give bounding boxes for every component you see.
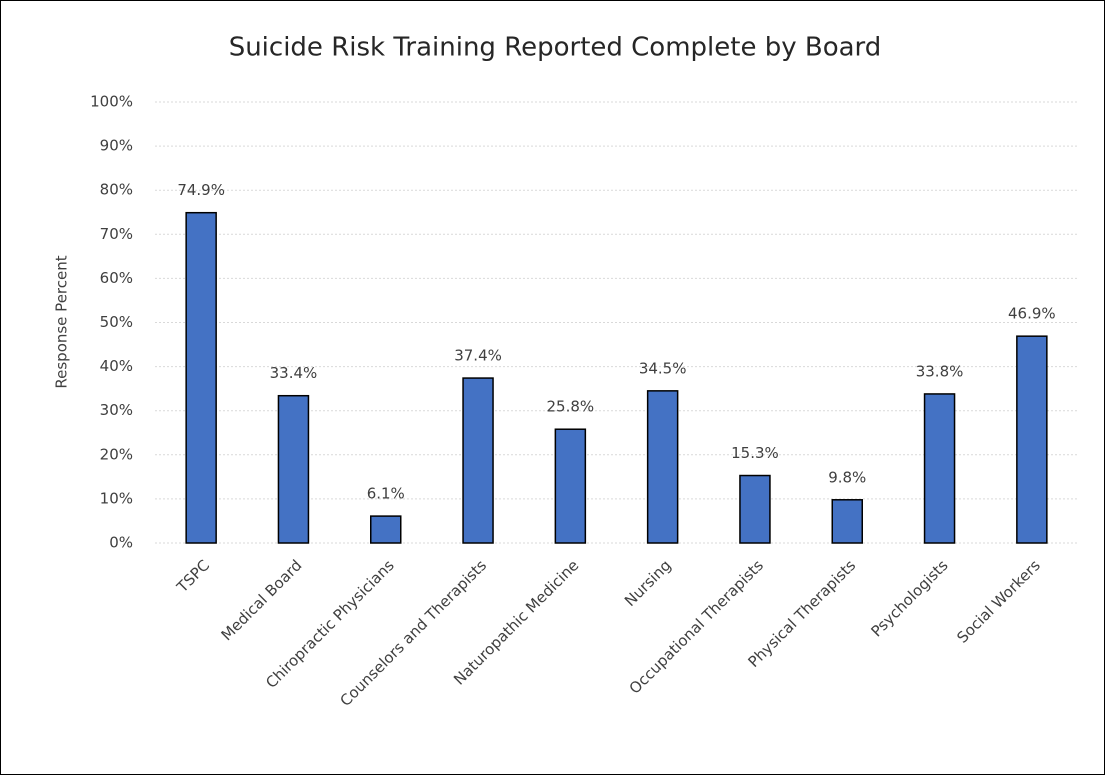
bar [923, 393, 956, 544]
bar [462, 377, 494, 544]
y-tick-label: 70% [100, 225, 133, 243]
bar [739, 474, 771, 544]
y-tick-label: 0% [109, 534, 133, 552]
bar [370, 515, 402, 544]
y-tick-label: 40% [100, 357, 133, 375]
data-label: 46.9% [1008, 305, 1056, 323]
bar [185, 211, 217, 544]
data-label: 15.3% [731, 444, 779, 462]
data-label: 74.9% [177, 181, 225, 199]
data-label: 33.4% [270, 364, 318, 382]
data-label: 34.5% [639, 359, 687, 377]
y-tick-label: 30% [100, 401, 133, 419]
data-label: 9.8% [828, 468, 866, 486]
bar [646, 390, 679, 544]
y-tick-label: 90% [100, 137, 133, 155]
y-tick-label: 20% [100, 445, 133, 463]
y-tick-label: 10% [100, 489, 133, 507]
y-tick-label: 60% [100, 269, 133, 287]
bar [1016, 335, 1048, 544]
data-label: 33.8% [916, 362, 964, 380]
data-label: 6.1% [367, 485, 405, 503]
data-label: 37.4% [454, 347, 502, 365]
data-label: 25.8% [547, 398, 595, 416]
y-tick-label: 100% [90, 93, 133, 111]
bar [277, 394, 310, 544]
chart-title: Suicide Risk Training Reported Complete … [229, 33, 882, 63]
y-axis-label: Response Percent [53, 255, 71, 388]
bar [831, 499, 863, 544]
y-tick-label: 80% [100, 181, 133, 199]
bar [554, 428, 587, 544]
y-tick-label: 50% [100, 313, 133, 331]
